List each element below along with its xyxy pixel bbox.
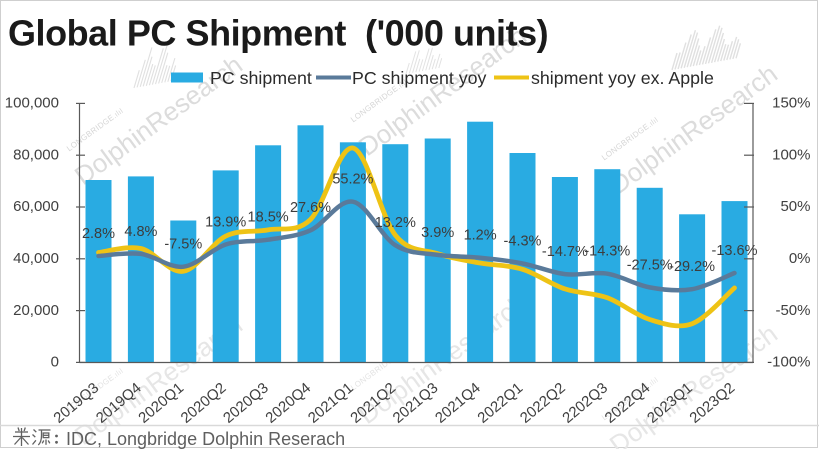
svg-text:60,000: 60,000: [13, 198, 59, 215]
svg-text:-27.5%: -27.5%: [627, 257, 673, 273]
svg-text:-4.3%: -4.3%: [504, 233, 542, 249]
svg-text:-14.7%: -14.7%: [542, 244, 588, 260]
svg-text:100,000: 100,000: [5, 95, 59, 112]
svg-text:13.2%: 13.2%: [375, 215, 416, 231]
svg-text:-100%: -100%: [767, 354, 810, 371]
svg-text:18.5%: 18.5%: [248, 210, 289, 226]
svg-text:0: 0: [51, 354, 59, 371]
svg-text:-7.5%: -7.5%: [164, 237, 202, 253]
svg-text:shipment yoy ex. Apple: shipment yoy ex. Apple: [531, 68, 714, 88]
svg-text:150%: 150%: [772, 95, 810, 112]
svg-text:100%: 100%: [772, 146, 810, 163]
svg-text:55.2%: 55.2%: [332, 172, 373, 188]
svg-text:0%: 0%: [789, 250, 811, 267]
svg-text:1.2%: 1.2%: [464, 228, 497, 244]
svg-text:80,000: 80,000: [13, 146, 59, 163]
svg-text:20,000: 20,000: [13, 302, 59, 319]
svg-text:-14.3%: -14.3%: [584, 244, 630, 260]
svg-text:40,000: 40,000: [13, 250, 59, 267]
svg-text:4.8%: 4.8%: [124, 224, 157, 240]
svg-text:27.6%: 27.6%: [290, 200, 331, 216]
svg-text:-29.2%: -29.2%: [669, 259, 715, 275]
svg-text:50%: 50%: [780, 198, 810, 215]
svg-text:PC shipment yoy: PC shipment yoy: [352, 68, 487, 88]
svg-text:13.9%: 13.9%: [205, 214, 246, 230]
svg-text:2.8%: 2.8%: [82, 226, 115, 242]
svg-text:-13.6%: -13.6%: [712, 243, 758, 259]
svg-text:-50%: -50%: [775, 302, 810, 319]
svg-text:IDC, Longbridge Dolphin Resera: IDC, Longbridge Dolphin Reserach: [66, 429, 345, 449]
svg-text:3.9%: 3.9%: [421, 225, 454, 241]
svg-text:PC shipment: PC shipment: [210, 68, 312, 88]
svg-text:Global PC Shipment ('000 unit: Global PC Shipment ('000 units): [8, 13, 548, 54]
